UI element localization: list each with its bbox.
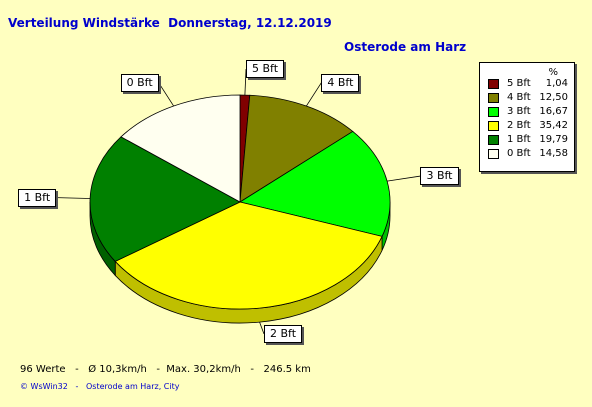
legend-label: 0 Bft	[507, 148, 531, 159]
slice-label: 1 Bft	[18, 188, 57, 207]
leader-line-1-bft	[56, 197, 91, 199]
legend-item: 4 Bft 12,50	[488, 92, 572, 104]
legend-swatch	[488, 93, 499, 103]
legend-item: 2 Bft 35,42	[488, 120, 572, 132]
legend-swatch	[488, 107, 499, 117]
leader-line-5-bft	[244, 69, 247, 96]
legend-value: 16,67	[539, 106, 568, 117]
leader-line-2-bft	[259, 321, 265, 335]
pie-slice-3-bft	[238, 130, 391, 237]
legend-value: 35,42	[539, 120, 568, 131]
leader-line-4-bft	[305, 82, 322, 107]
footer-credit: © WsWin32 - Osterode am Harz, City	[20, 382, 180, 391]
legend-label: 3 Bft	[507, 106, 531, 117]
legend-item: 1 Bft 19,79	[488, 134, 572, 146]
chart-location: Osterode am Harz	[344, 40, 467, 54]
leader-line-3-bft	[387, 175, 421, 182]
legend-label: 5 Bft	[507, 78, 531, 89]
legend-label: 1 Bft	[507, 134, 531, 145]
legend-label: 2 Bft	[507, 120, 531, 131]
legend: % 5 Bft 1,04 4 Bft 12,50 3 Bft 16,67 2 Bft 35,4…	[479, 62, 575, 172]
footer-stats: 96 Werte - Ø 10,3km/h - Max. 30,2km/h - …	[20, 364, 311, 375]
pie-slice-2-bft	[114, 201, 383, 310]
legend-label: 4 Bft	[507, 92, 531, 103]
pie-slice-0-bft	[120, 94, 241, 203]
slice-label: 3 Bft	[420, 167, 459, 186]
slice-label: 5 Bft	[246, 60, 285, 79]
slice-label: 4 Bft	[321, 73, 360, 92]
legend-value: 14,58	[539, 148, 568, 159]
legend-item: 0 Bft 14,58	[488, 148, 572, 160]
legend-item: 5 Bft 1,04	[488, 78, 572, 90]
legend-swatch	[488, 149, 499, 159]
leader-line-0-bft	[158, 82, 175, 107]
legend-value: 1,04	[545, 78, 568, 89]
slice-label: 0 Bft	[120, 73, 159, 92]
legend-swatch	[488, 79, 499, 89]
pie-slice-1-bft	[89, 136, 241, 262]
chart-title: Verteilung Windstärke Donnerstag, 12.12.…	[8, 16, 332, 30]
slice-label: 2 Bft	[263, 324, 303, 343]
legend-swatch	[488, 121, 499, 131]
legend-item: 3 Bft 16,67	[488, 106, 572, 118]
legend-header: %	[548, 67, 558, 78]
legend-value: 12,50	[539, 92, 568, 103]
legend-swatch	[488, 135, 499, 145]
legend-value: 19,79	[539, 134, 568, 145]
